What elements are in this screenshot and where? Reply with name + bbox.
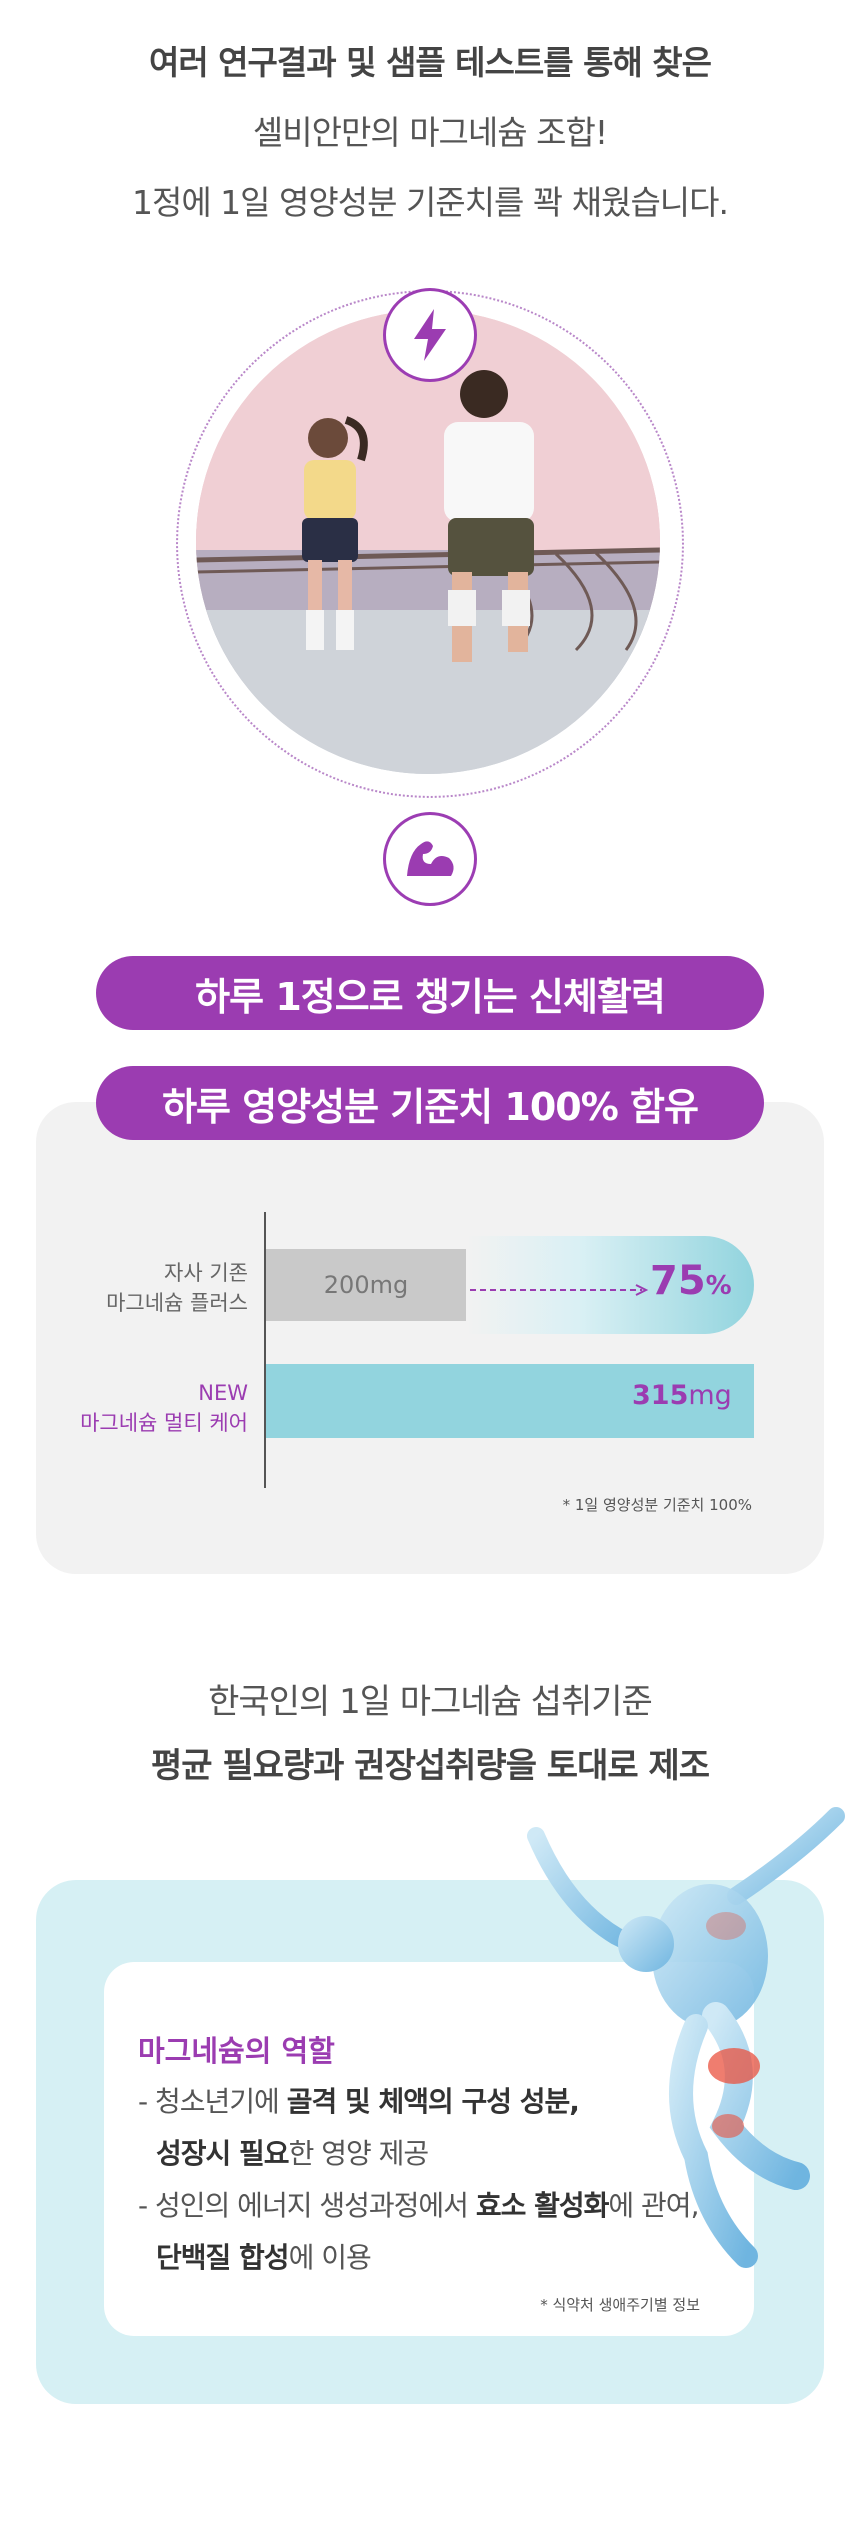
old-product-label: 자사 기존 마그네슘 플러스 — [28, 1258, 248, 1318]
intake-standard-line-2: 평균 필요량과 권장섭취량을 토대로 제조 — [150, 1746, 710, 1786]
intro-text: 여러 연구결과 및 샘플 테스트를 통해 찾은 셀비안만의 마그네슘 조합! 1… — [0, 28, 860, 238]
role-bullet-1-line-1: - 청소년기에 골격 및 체액의 구성 성분, — [138, 2080, 580, 2120]
new-product-value-unit: mg — [688, 1380, 732, 1411]
role-bullet-2-prefix: - 성인의 에너지 생성과정에서 — [138, 2189, 476, 2222]
old-product-label-line-2: 마그네슘 플러스 — [106, 1291, 248, 1315]
lightning-bolt-badge — [383, 288, 477, 382]
magnesium-role-card — [104, 1962, 754, 2336]
new-product-bar — [266, 1364, 754, 1438]
increase-arrow-icon — [470, 1284, 649, 1296]
role-source-note: * 식약처 생애주기별 정보 — [540, 2296, 700, 2314]
role-bullet-2-emphasis-2: 단백질 합성 — [156, 2241, 290, 2274]
daily-value-footnote: * 1일 영양성분 기준치 100% — [562, 1496, 752, 1514]
role-bullet-1-emphasis-2: 성장시 필요 — [156, 2137, 290, 2170]
new-product-value-number: 315 — [632, 1380, 689, 1411]
role-bullet-2-suffix: 에 이용 — [288, 2241, 372, 2274]
intro-line-1: 여러 연구결과 및 샘플 테스트를 통해 찾은 — [148, 43, 712, 82]
role-bullet-2-emphasis: 효소 활성화 — [475, 2189, 610, 2222]
daily-value-pill: 하루 영양성분 기준치 100% 함유 — [96, 1066, 764, 1140]
role-bullet-2-middle: 에 관여, — [608, 2189, 699, 2222]
old-product-label-line-1: 자사 기존 — [164, 1261, 248, 1285]
runner-anatomy-illustration — [527, 1807, 845, 2268]
role-bullet-2-line-2: 단백질 합성에 이용 — [156, 2236, 372, 2276]
new-product-label: NEW 마그네슘 멀티 케어 — [28, 1378, 248, 1438]
old-product-bar: 200mg — [266, 1249, 466, 1321]
magnesium-role-title: 마그네슘의 역할 — [138, 2034, 335, 2068]
increase-percent-unit: % — [705, 1271, 732, 1301]
increase-percent: 75% — [650, 1258, 732, 1304]
chart-axis-line — [264, 1212, 266, 1488]
old-product-value: 200mg — [323, 1271, 409, 1299]
intake-standard-line-1: 한국인의 1일 마그네슘 섭취기준 — [208, 1682, 653, 1722]
intake-standard-text: 한국인의 1일 마그네슘 섭취기준 평균 필요량과 권장섭취량을 토대로 제조 — [0, 1670, 860, 1798]
role-bullet-1-emphasis: 골격 및 체액의 구성 성분, — [286, 2085, 580, 2118]
intro-line-2: 셀비안만의 마그네슘 조합! — [252, 113, 608, 152]
new-product-value: 315mg — [632, 1380, 732, 1411]
running-couple-figure — [176, 288, 684, 906]
lightning-bolt-icon — [414, 309, 446, 361]
increase-percent-value: 75 — [650, 1258, 706, 1304]
role-bullet-1-prefix: - 청소년기에 — [138, 2085, 287, 2118]
comparison-chart-panel — [36, 1102, 824, 1574]
new-product-label-line-2: 마그네슘 멀티 케어 — [80, 1411, 248, 1435]
increase-highlight — [466, 1236, 754, 1334]
role-bullet-2-line-1: - 성인의 에너지 생성과정에서 효소 활성화에 관여, — [138, 2184, 699, 2224]
role-bullet-1-suffix: 한 영양 제공 — [288, 2137, 430, 2170]
flexed-arm-badge — [383, 812, 477, 906]
daily-vitality-pill: 하루 1정으로 챙기는 신체활력 — [96, 956, 764, 1030]
flexed-arm-icon — [407, 841, 454, 876]
role-bullet-1-line-2: 성장시 필요한 영양 제공 — [156, 2132, 430, 2172]
new-product-label-line-1: NEW — [198, 1381, 248, 1405]
intro-line-3: 1정에 1일 영양성분 기준치를 꽉 채웠습니다. — [131, 183, 729, 222]
